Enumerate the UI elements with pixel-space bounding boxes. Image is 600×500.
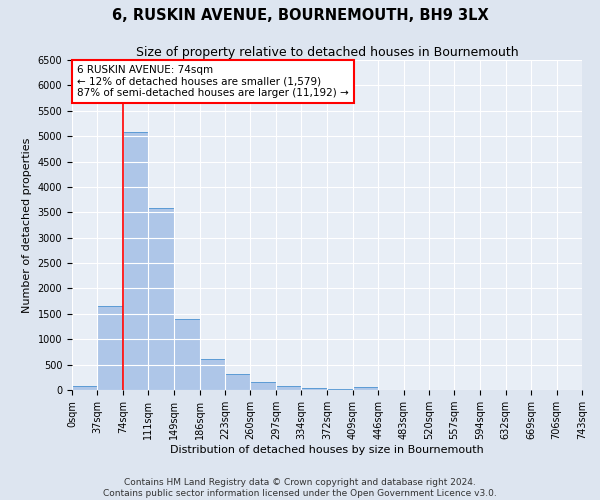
Text: 6, RUSKIN AVENUE, BOURNEMOUTH, BH9 3LX: 6, RUSKIN AVENUE, BOURNEMOUTH, BH9 3LX — [112, 8, 488, 22]
Bar — [276, 386, 301, 390]
Text: Contains HM Land Registry data © Crown copyright and database right 2024.
Contai: Contains HM Land Registry data © Crown c… — [103, 478, 497, 498]
Bar — [72, 386, 97, 390]
Bar — [123, 132, 148, 390]
Bar — [174, 319, 200, 390]
Title: Size of property relative to detached houses in Bournemouth: Size of property relative to detached ho… — [136, 46, 518, 59]
Bar — [148, 208, 173, 390]
Bar — [200, 358, 225, 390]
Y-axis label: Number of detached properties: Number of detached properties — [22, 138, 32, 312]
Bar — [301, 388, 326, 390]
Bar — [250, 382, 276, 390]
Bar — [353, 388, 378, 390]
Bar — [328, 389, 353, 390]
Bar — [225, 374, 250, 390]
Bar — [97, 306, 123, 390]
Text: 6 RUSKIN AVENUE: 74sqm
← 12% of detached houses are smaller (1,579)
87% of semi-: 6 RUSKIN AVENUE: 74sqm ← 12% of detached… — [77, 65, 349, 98]
X-axis label: Distribution of detached houses by size in Bournemouth: Distribution of detached houses by size … — [170, 445, 484, 455]
